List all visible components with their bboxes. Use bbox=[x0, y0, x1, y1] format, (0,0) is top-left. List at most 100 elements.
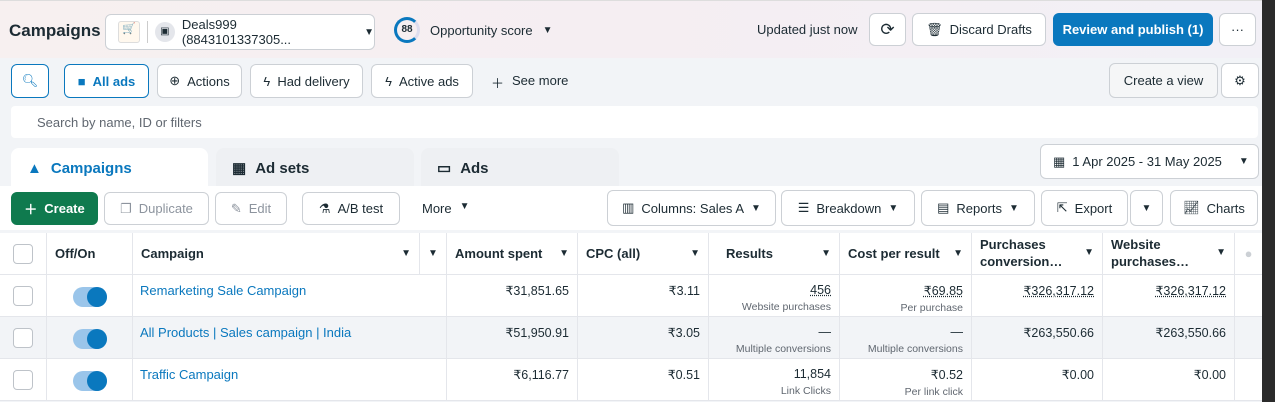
campaign-toggle[interactable] bbox=[72, 371, 107, 391]
grid-icon: ▦ bbox=[232, 160, 247, 177]
table-header: Off/On Campaign ▼ ▼ Amount spent ▼ CPC (al… bbox=[0, 233, 1262, 275]
more-button[interactable]: More ▼ bbox=[422, 201, 470, 216]
sort-icon: ▼ bbox=[953, 248, 963, 259]
export-button[interactable]: ⇱ Export bbox=[1041, 190, 1128, 226]
ab-test-button[interactable]: ⚗ A/B test bbox=[302, 192, 400, 225]
sort-icon: ▼ bbox=[1216, 247, 1226, 259]
charts-button[interactable]: 📈︎ Charts bbox=[1170, 190, 1258, 226]
columns-button[interactable]: ▥ Columns: Sales A ▼ bbox=[607, 190, 776, 226]
results-value: 456 bbox=[810, 283, 831, 297]
breakdown-button[interactable]: ☰ Breakdown ▼ bbox=[781, 190, 915, 226]
col-label: Website purchases… bbox=[1111, 237, 1190, 269]
col-hidden[interactable]: ▼ bbox=[420, 233, 447, 274]
breakdown-label: Breakdown bbox=[816, 200, 882, 216]
tab-campaigns[interactable]: ▲ Campaigns bbox=[11, 148, 208, 188]
sort-icon: ▼ bbox=[690, 248, 700, 259]
chevron-down-icon: ▼ bbox=[1008, 202, 1019, 214]
date-range-label: 1 Apr 2025 - 31 May 2025 bbox=[1072, 154, 1222, 169]
scrollbar[interactable] bbox=[1262, 0, 1275, 402]
export-dropdown[interactable]: ▼ bbox=[1130, 190, 1163, 226]
tab-ads[interactable]: ▭ Ads bbox=[421, 148, 619, 188]
chevron-down-icon: ▼ bbox=[1141, 202, 1152, 214]
tab-ad-sets[interactable]: ▦ Ad sets bbox=[216, 148, 414, 188]
settings-sliders-button[interactable]: ⚙ bbox=[1221, 63, 1259, 98]
filter-had-delivery[interactable]: ϟ Had delivery bbox=[250, 64, 363, 98]
col-off-on[interactable]: Off/On bbox=[47, 233, 133, 274]
results-type: Website purchases bbox=[741, 301, 831, 313]
active-ads-label: Active ads bbox=[398, 73, 459, 89]
filter-active-ads[interactable]: ϟ Active ads bbox=[371, 64, 473, 98]
col-website-purchases[interactable]: Website purchases… ▼ bbox=[1103, 233, 1235, 274]
campaign-toggle[interactable] bbox=[72, 329, 107, 349]
pencil-icon: ✎ bbox=[230, 200, 242, 216]
row-checkbox[interactable] bbox=[13, 286, 33, 306]
cpc-value: ₹3.05 bbox=[667, 326, 700, 340]
row-checkbox[interactable] bbox=[13, 370, 33, 390]
campaign-name-link[interactable]: Traffic Campaign bbox=[140, 367, 239, 382]
account-selector[interactable]: 🛒 ▣ Deals999 (8843101337305... ▼ bbox=[105, 14, 375, 50]
row-checkbox[interactable] bbox=[13, 328, 33, 348]
select-all-checkbox[interactable] bbox=[13, 243, 33, 264]
page-title: Campaigns bbox=[9, 21, 101, 40]
create-button[interactable]: ＋ Create bbox=[11, 192, 98, 225]
col-cpc[interactable]: CPC (all) ▼ bbox=[578, 233, 709, 274]
date-range-picker[interactable]: ▦ 1 Apr 2025 - 31 May 2025 ▼ bbox=[1040, 144, 1259, 179]
search-input[interactable]: Search by name, ID or filters bbox=[11, 106, 1258, 138]
duplicate-button[interactable]: ❐ Duplicate bbox=[104, 192, 209, 225]
col-campaign[interactable]: Campaign ▼ bbox=[133, 233, 420, 274]
tab-label: Ad sets bbox=[255, 159, 310, 177]
website-purchases-value: ₹263,550.66 bbox=[1155, 326, 1226, 340]
filter-actions[interactable]: ⊕ Actions bbox=[157, 64, 242, 98]
sort-icon: ▼ bbox=[428, 248, 438, 259]
export-label: Export bbox=[1074, 200, 1113, 216]
create-view-button[interactable]: Create a view bbox=[1109, 63, 1218, 98]
campaign-icon: ▲ bbox=[27, 159, 42, 177]
col-label: Off/On bbox=[55, 246, 96, 261]
col-label: Amount spent bbox=[455, 246, 543, 261]
refresh-button[interactable]: ⟳ bbox=[869, 13, 906, 46]
campaign-name-link[interactable]: Remarketing Sale Campaign bbox=[140, 283, 307, 298]
calendar-icon: ▦ bbox=[1053, 153, 1066, 169]
flask-icon: ⚗ bbox=[318, 200, 331, 216]
edit-button[interactable]: ✎ Edit bbox=[215, 192, 287, 225]
opportunity-score[interactable]: 88 Opportunity score ▼ bbox=[394, 17, 553, 43]
columns-label: Columns: Sales A bbox=[641, 200, 744, 216]
had-delivery-label: Had delivery bbox=[277, 73, 350, 89]
search-button[interactable]: 🔍︎ bbox=[11, 64, 49, 98]
website-purchases-value: ₹0.00 bbox=[1193, 368, 1226, 382]
col-results[interactable]: Results ▼ bbox=[709, 233, 840, 274]
updated-status: Updated just now bbox=[757, 22, 858, 37]
add-column-button[interactable]: ● bbox=[1235, 233, 1262, 274]
window-icon: ▭ bbox=[437, 160, 452, 177]
columns-icon: ▥ bbox=[622, 200, 635, 215]
see-more-button[interactable]: ＋ See more bbox=[491, 73, 568, 92]
cost-per-result: ₹0.52 bbox=[930, 368, 963, 382]
reports-icon: ▤ bbox=[937, 200, 950, 215]
chart-icon: 📈︎ bbox=[1183, 200, 1200, 215]
filter-all-ads[interactable]: ■ All ads bbox=[64, 64, 149, 98]
sort-icon: ▼ bbox=[1084, 247, 1094, 259]
col-cost-per-result[interactable]: Cost per result ▼ bbox=[840, 233, 972, 274]
account-icon: ▣ bbox=[154, 22, 175, 42]
copy-icon: ❐ bbox=[120, 200, 132, 216]
discard-drafts-button[interactable]: 🗑 Discard Drafts bbox=[912, 13, 1046, 46]
col-amount-spent[interactable]: Amount spent ▼ bbox=[447, 233, 578, 274]
plus-circle-icon: ● bbox=[1244, 246, 1253, 261]
campaign-name-link[interactable]: All Products | Sales campaign | India bbox=[140, 325, 352, 340]
reports-button[interactable]: ▤ Reports ▼ bbox=[921, 190, 1035, 226]
sort-icon: ▼ bbox=[821, 248, 831, 259]
score-label: Opportunity score bbox=[430, 22, 533, 38]
tab-label: Ads bbox=[460, 159, 489, 177]
results-value: 11,854 bbox=[793, 367, 831, 381]
col-purchases-conversion[interactable]: Purchases conversion… ▼ bbox=[972, 233, 1103, 274]
account-name: Deals999 (8843101337305... bbox=[181, 17, 292, 47]
actions-label: Actions bbox=[187, 73, 230, 89]
search-icon: 🔍︎ bbox=[21, 73, 39, 88]
tab-label: Campaigns bbox=[50, 159, 132, 177]
campaign-toggle[interactable] bbox=[72, 287, 107, 307]
cost-type: Per purchase bbox=[900, 302, 963, 314]
folder-icon: ■ bbox=[77, 73, 86, 89]
review-publish-button[interactable]: Review and publish (1) bbox=[1053, 13, 1213, 46]
more-options-button[interactable]: ··· bbox=[1219, 13, 1256, 46]
cost-type: Per link click bbox=[904, 386, 963, 398]
